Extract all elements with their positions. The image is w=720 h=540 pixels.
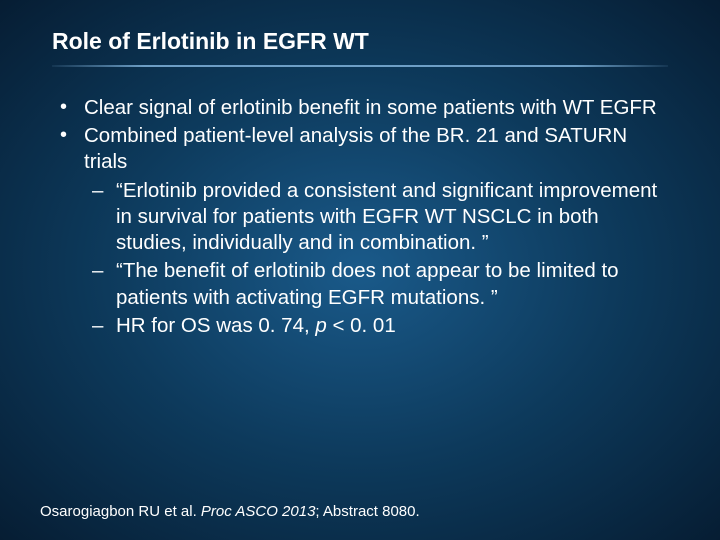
hr-prefix: HR for OS was 0. 74, <box>116 314 315 337</box>
bullet-text: Clear signal of erlotinib benefit in som… <box>84 96 657 119</box>
hr-suffix: < 0. 01 <box>327 314 396 337</box>
citation-journal: Proc ASCO 2013 <box>201 503 316 520</box>
citation-rest: ; Abstract 8080. <box>315 503 419 520</box>
sub-bullet-list: “Erlotinib provided a consistent and sig… <box>84 178 672 339</box>
sub-bullet-text: “The benefit of erlotinib does not appea… <box>116 259 619 308</box>
sub-bullet-text: “Erlotinib provided a consistent and sig… <box>116 179 657 254</box>
citation: Osarogiagbon RU et al. Proc ASCO 2013; A… <box>40 503 420 520</box>
title-divider <box>52 65 668 67</box>
hr-pvar: p <box>315 314 326 337</box>
sub-bullet-item: “The benefit of erlotinib does not appea… <box>84 258 672 310</box>
citation-authors: Osarogiagbon RU et al. <box>40 503 201 520</box>
bullet-list: Clear signal of erlotinib benefit in som… <box>52 95 672 339</box>
slide-content: Clear signal of erlotinib benefit in som… <box>40 95 680 339</box>
bullet-item: Clear signal of erlotinib benefit in som… <box>52 95 672 121</box>
bullet-item: Combined patient-level analysis of the B… <box>52 123 672 339</box>
sub-bullet-item: “Erlotinib provided a consistent and sig… <box>84 178 672 257</box>
bullet-text: Combined patient-level analysis of the B… <box>84 124 627 173</box>
slide-title: Role of Erlotinib in EGFR WT <box>40 28 680 55</box>
sub-bullet-item: HR for OS was 0. 74, p < 0. 01 <box>84 313 672 339</box>
